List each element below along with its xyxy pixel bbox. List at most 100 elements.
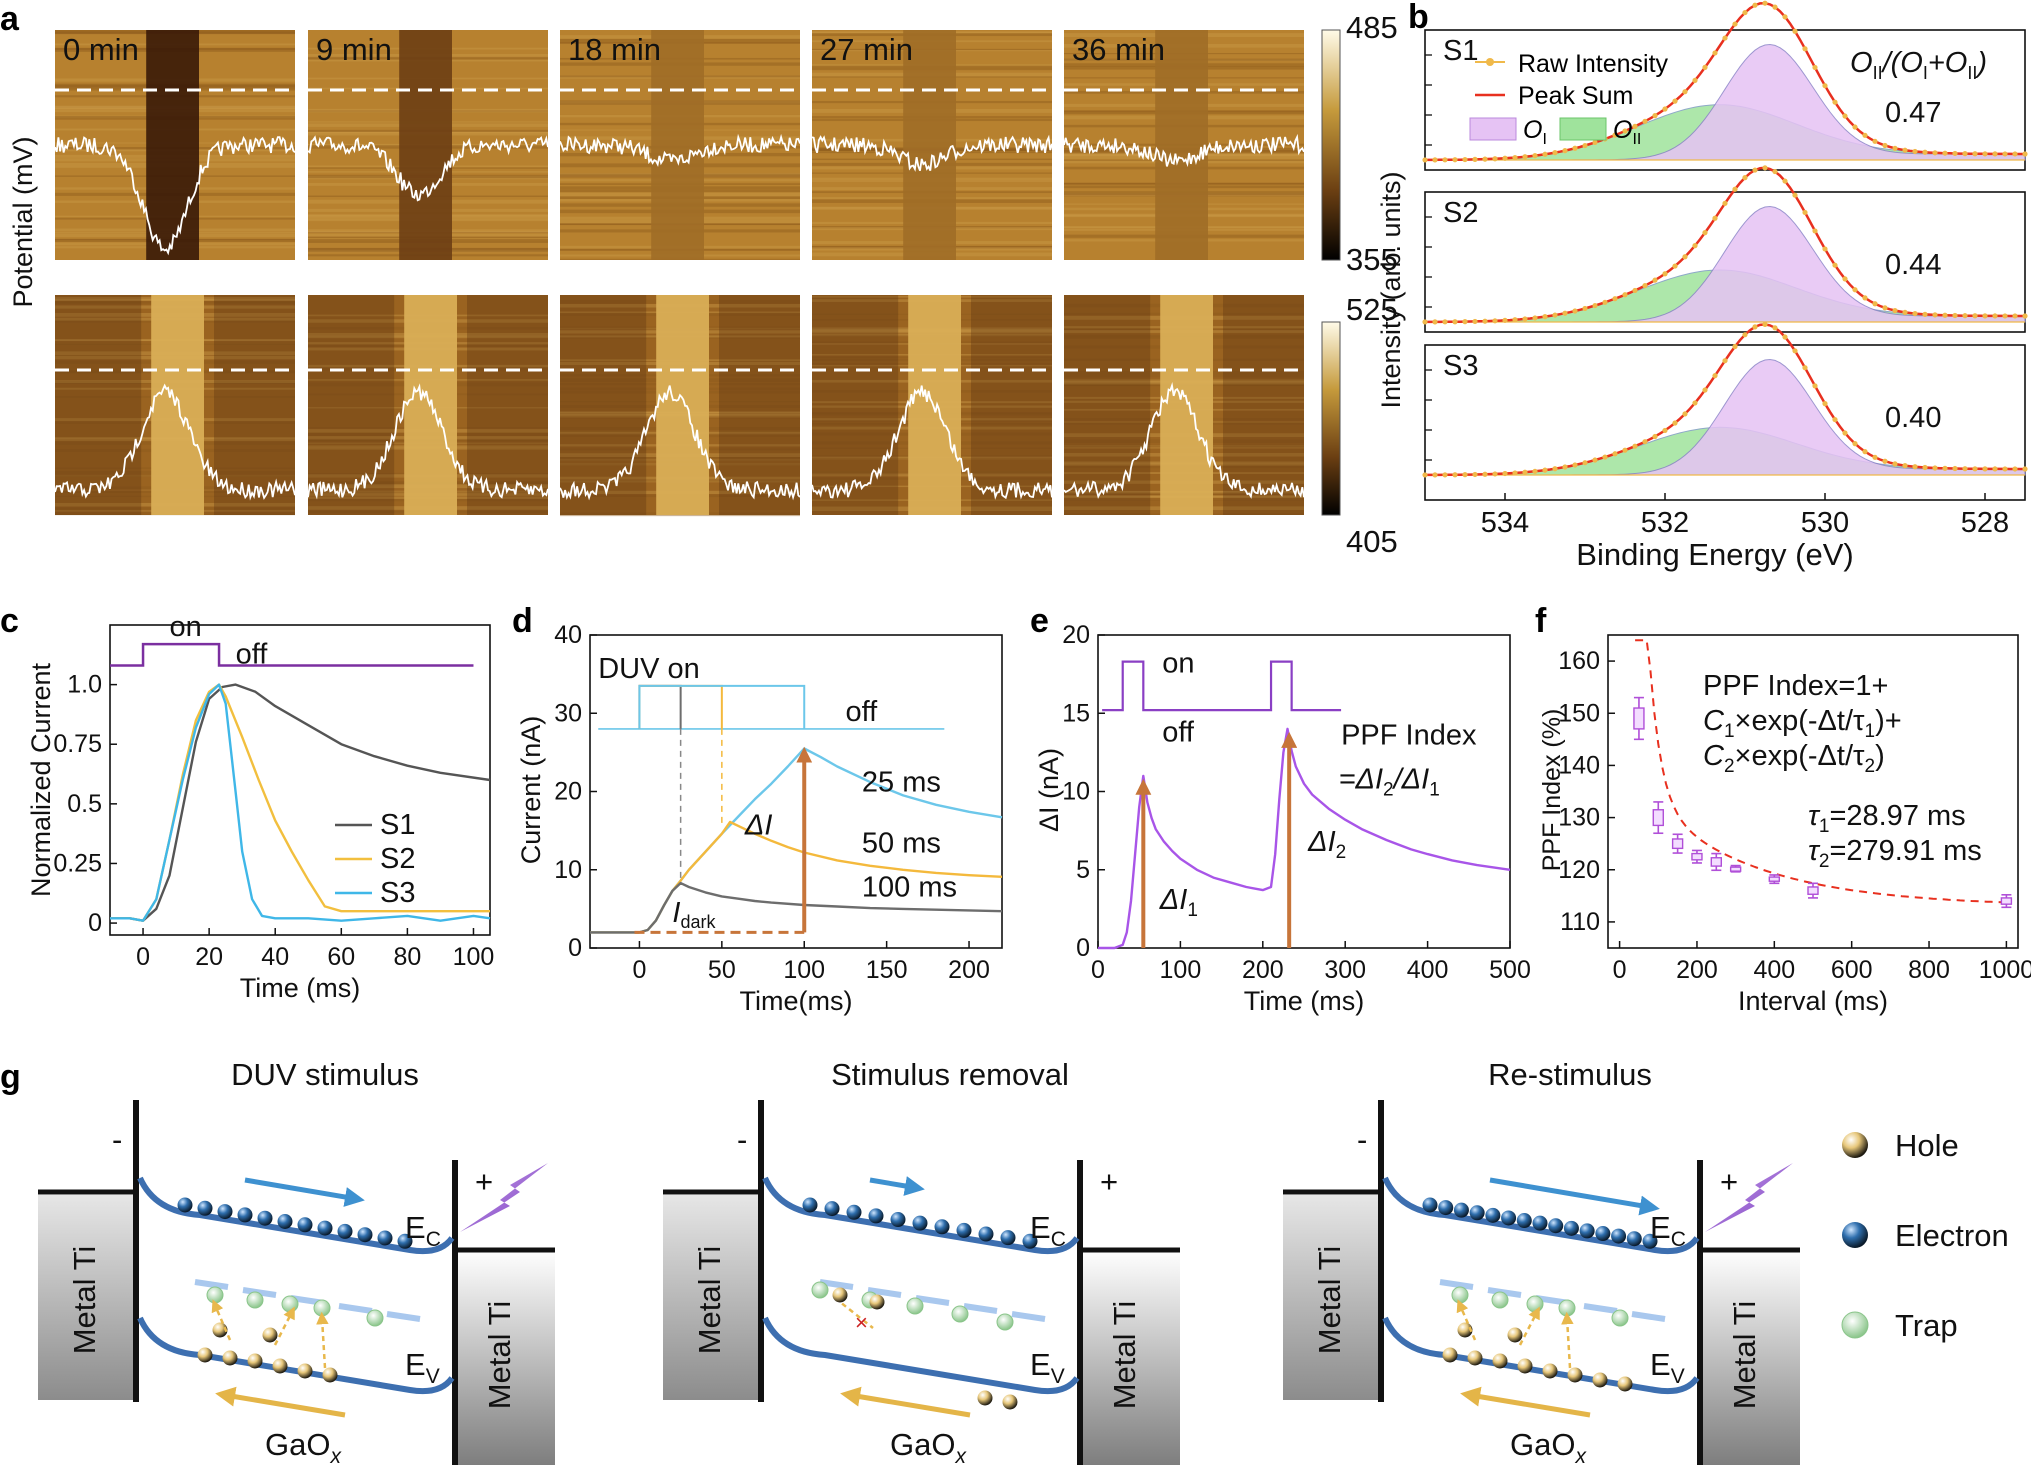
raw-intensity-point (1492, 471, 1498, 477)
ev-label: EV (1030, 1347, 1065, 1388)
raw-intensity-point (2012, 151, 2018, 157)
potential-profile (54, 135, 296, 256)
duv-light-icon (460, 1163, 548, 1232)
ec-label-sub: C (1051, 1228, 1066, 1251)
electron (1532, 1215, 1548, 1231)
trap-level-dash (338, 1303, 373, 1314)
raw-intensity-point (1972, 151, 1978, 157)
band-diagram-1: Stimulus removal Metal Ti - Metal Ti + × (663, 1057, 1180, 1465)
map-time-label: 36 min (1072, 32, 1165, 67)
gaox-label-sub: x (329, 1445, 342, 1468)
gaox-label: GaOx (890, 1427, 967, 1468)
electron (297, 1217, 313, 1233)
d-series-label: 100 ms (862, 871, 957, 903)
xps-ratio-value: 0.44 (1885, 249, 1941, 281)
hole (832, 1287, 848, 1303)
electron-drift-arrow (1489, 1177, 1660, 1216)
metal-left-block (1283, 1195, 1378, 1400)
metal-right-label: Metal Ti (482, 1301, 517, 1410)
trap-level-dash (194, 1279, 229, 1290)
panel-d-chart: 0 50 100 150 200 0 10 20 30 40 Time(ms) Current (nA… (516, 621, 1003, 1016)
electron (197, 1200, 213, 1216)
raw-intensity-point (1422, 157, 1428, 163)
electron (1485, 1207, 1501, 1223)
hole (977, 1390, 993, 1406)
xps-sample-label: S1 (1443, 35, 1478, 67)
electron (1548, 1218, 1564, 1234)
raw-intensity-point (1942, 312, 1948, 318)
f-formula-part: C (1703, 705, 1725, 737)
raw-intensity-point (1952, 312, 1958, 319)
trap (246, 1291, 264, 1309)
raw-intensity-point (1742, 175, 1748, 181)
e-ytick-label: 5 (1076, 856, 1090, 884)
legend-electron-label: Electron (1895, 1218, 2009, 1253)
hole (1507, 1327, 1523, 1343)
raw-intensity-point (1962, 466, 1968, 472)
xps-frame (1424, 191, 2026, 333)
electron (217, 1204, 233, 1220)
trap-level-dash (1631, 1311, 1666, 1322)
raw-intensity-point (1762, 165, 1768, 171)
c-pulse-on: on (169, 611, 201, 643)
electron (802, 1197, 818, 1213)
detrapping-path (834, 1297, 874, 1329)
kpfm-top-map-4: 36 min (1063, 30, 1305, 260)
e-pulse-line (1102, 660, 1342, 712)
band-title: Stimulus removal (831, 1057, 1069, 1092)
raw-intensity-point (1672, 263, 1678, 269)
hole (1567, 1367, 1583, 1383)
trap-level-dash (867, 1287, 902, 1298)
kpfm-bottom-map-4 (1063, 295, 1305, 515)
trap (951, 1305, 969, 1323)
raw-intensity-point (1622, 292, 1628, 298)
f-tau2-part: =279.91 ms (1829, 835, 1981, 867)
panel-a-kpfm-maps: 0 min 9 min 18 min 27 min 36 min (54, 30, 1305, 517)
c-legend-label: S3 (380, 877, 415, 909)
c-series-S3 (110, 683, 491, 922)
raw-intensity-point (1882, 305, 1888, 311)
raw-intensity-point (1902, 309, 1908, 315)
raw-intensity-point (1662, 106, 1668, 112)
raw-intensity-point (1882, 458, 1888, 464)
raw-intensity-point (1932, 150, 1938, 156)
c-xtick-label: 40 (261, 943, 289, 971)
electron (1469, 1205, 1485, 1221)
band-title: Re-stimulus (1488, 1057, 1652, 1092)
electron (824, 1201, 840, 1217)
raw-intensity-point (1432, 319, 1438, 325)
raw-intensity-point (1862, 448, 1868, 455)
raw-intensity-point (1892, 461, 1898, 467)
ec-label: EC (1650, 1210, 1686, 1251)
f-tau1-part: τ (1808, 800, 1821, 832)
colorbar-top-min: 355 (1346, 242, 1398, 277)
raw-intensity-point (1862, 132, 1868, 138)
raw-intensity-point (1872, 138, 1878, 144)
f-formula-line2: C1×exp(-Δt/τ1)+ (1703, 705, 1902, 742)
trapping-arrow (1561, 1311, 1574, 1369)
raw-intensity-point (1442, 157, 1448, 163)
xps-frame (1424, 29, 2026, 171)
hole-drift-arrow (840, 1386, 971, 1418)
d-idark-sub: dark (680, 912, 716, 932)
electron (846, 1204, 862, 1220)
raw-intensity-point (1512, 154, 1518, 161)
panel-b-ylabel: Intensity (arb. units) (1376, 171, 1406, 408)
raw-intensity-point (1822, 83, 1828, 89)
panel-b-xps: S1 0.47 S2 0.44 S3 0.40 534 532 530 528 Binding En… (1422, 0, 2028, 572)
f-tau2-part: τ (1808, 835, 1821, 867)
d-xtick-label: 0 (632, 956, 646, 984)
xps-subplot-S1: S1 0.47 (1422, 0, 2028, 171)
raw-intensity-point (1602, 454, 1608, 460)
panel-b-legend: Raw Intensity Peak Sum OI OII (1469, 50, 1669, 148)
raw-intensity-point (1902, 147, 1908, 153)
ec-label-sub: C (1671, 1228, 1686, 1251)
d-series-label: 50 ms (862, 828, 941, 860)
metal-right-block (455, 1250, 555, 1465)
raw-intensity-point (1832, 416, 1838, 423)
raw-intensity-point (1722, 358, 1728, 364)
ec-label-sub: C (426, 1228, 441, 1251)
f-formula-line3: C2×exp(-Δt/τ2) (1703, 740, 1885, 777)
f-ytick-label: 160 (1558, 647, 1600, 675)
